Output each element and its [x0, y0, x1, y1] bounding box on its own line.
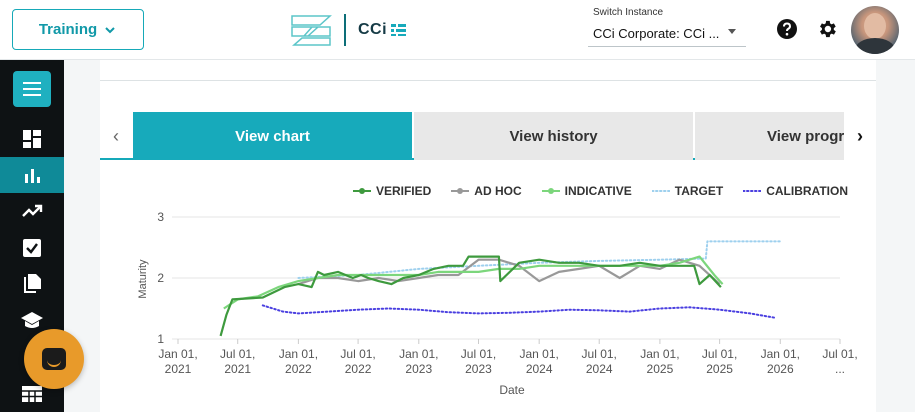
tab-label: View chart	[235, 127, 310, 145]
sidebar-item-charts[interactable]	[0, 157, 64, 193]
legend-label: AD HOC	[474, 184, 522, 198]
tab-label: View progr	[767, 127, 845, 145]
series-line-ad-hoc	[298, 258, 721, 286]
legend-swatch	[743, 190, 762, 192]
chat-assistant-button[interactable]	[24, 329, 84, 389]
legend-item-verified[interactable]: VERIFIED	[352, 184, 432, 198]
x-tick-label: Jan 01,	[519, 347, 558, 361]
training-dropdown-button[interactable]: Training	[12, 9, 144, 50]
x-tick-label: Jul 01,	[702, 347, 737, 361]
x-axis-label: Date	[499, 383, 525, 397]
x-tick-label: Jan 01,	[158, 347, 197, 361]
app-logo: CCi	[290, 12, 407, 48]
dashboard-icon	[23, 130, 41, 148]
tab-view-progress[interactable]: View progr	[695, 112, 845, 160]
training-label: Training	[38, 21, 98, 38]
hamburger-menu-button[interactable]	[13, 71, 51, 107]
sidebar-item-table[interactable]	[0, 376, 64, 412]
top-header: Training CCi Switch Instance CCi Corpora…	[0, 0, 915, 60]
tab-view-chart[interactable]: View chart	[133, 112, 412, 160]
tab-view-history[interactable]: View history	[414, 112, 693, 160]
legend-swatch	[651, 190, 670, 192]
y-tick-label: 3	[157, 210, 164, 224]
x-tick-label: 2021	[224, 362, 251, 376]
maturity-chart: VERIFIED AD HOC INDICATIVE TARGET CALIBRATIO…	[100, 170, 876, 412]
x-tick-label: Jul 01,	[340, 347, 375, 361]
x-tick-label: Jul 01,	[582, 347, 617, 361]
checkbox-icon	[23, 239, 41, 257]
tab-label: View history	[509, 127, 598, 145]
dropdown-caret-icon	[728, 29, 736, 34]
x-tick-label: 2026	[767, 362, 794, 376]
y-tick-label: 2	[157, 271, 164, 285]
tab-bar: ‹ View chart View history View progr ›	[100, 112, 876, 160]
x-tick-label: Jul 01,	[822, 347, 857, 361]
chevron-right-icon: ›	[857, 125, 863, 146]
series-line-verified	[219, 255, 722, 337]
legend-item-target[interactable]: TARGET	[651, 184, 724, 198]
chevron-down-icon	[105, 26, 115, 33]
switch-instance-select[interactable]: Switch Instance CCi Corporate: CCi ...	[588, 5, 746, 47]
content-right-gutter	[876, 60, 915, 412]
switch-instance-label: Switch Instance	[593, 7, 664, 18]
x-tick-label: 2021	[165, 362, 192, 376]
x-tick-label: Jul 01,	[220, 347, 255, 361]
x-tick-label: Jan 01,	[761, 347, 800, 361]
help-icon[interactable]	[776, 18, 798, 40]
legend-label: CALIBRATION	[766, 184, 848, 198]
sidebar-item-documents[interactable]	[0, 266, 64, 302]
x-tick-label: ...	[835, 362, 845, 376]
x-tick-label: Jan 01,	[399, 347, 438, 361]
legend-label: VERIFIED	[375, 184, 432, 198]
x-tick-label: 2022	[345, 362, 372, 376]
x-tick-label: Jan 01,	[640, 347, 679, 361]
documents-icon	[24, 274, 41, 293]
logo-bars-icon	[391, 24, 407, 36]
legend-item-indicative[interactable]: INDICATIVE	[541, 184, 632, 198]
legend-item-ad-hoc[interactable]: AD HOC	[451, 184, 522, 198]
series-line-calibration	[261, 304, 776, 319]
sidebar-item-trends[interactable]	[0, 193, 64, 229]
logo-text: CCi	[358, 21, 388, 38]
legend-swatch	[352, 188, 371, 194]
y-tick-label: 1	[157, 332, 164, 346]
user-avatar[interactable]	[851, 6, 899, 54]
sidebar-item-training[interactable]	[0, 302, 64, 338]
chat-bot-icon	[42, 348, 66, 370]
x-tick-label: Jul 01,	[461, 347, 496, 361]
bar-chart-icon	[25, 169, 40, 183]
tabs-scroll-right-button[interactable]: ›	[844, 112, 876, 160]
x-tick-label: 2023	[405, 362, 432, 376]
section-divider	[100, 80, 876, 81]
gear-icon[interactable]	[816, 18, 838, 40]
logo-mark-icon	[291, 15, 332, 46]
x-tick-label: 2024	[526, 362, 553, 376]
legend-swatch	[451, 188, 470, 194]
x-tick-label: 2023	[465, 362, 492, 376]
legend-label: INDICATIVE	[564, 184, 632, 198]
x-tick-label: 2025	[647, 362, 674, 376]
chevron-left-icon: ‹	[113, 125, 119, 146]
trend-icon	[22, 204, 43, 217]
sidebar-item-tasks[interactable]	[0, 230, 64, 266]
switch-instance-value: CCi Corporate: CCi ...	[593, 26, 720, 41]
legend-label: TARGET	[674, 184, 724, 198]
x-tick-label: 2022	[285, 362, 312, 376]
table-icon	[22, 386, 42, 402]
tabs-scroll-left-button[interactable]: ‹	[100, 112, 132, 160]
main-content: ‹ View chart View history View progr › V…	[100, 60, 876, 412]
x-tick-label: Jan 01,	[279, 347, 318, 361]
y-axis-label: Maturity	[137, 259, 149, 299]
x-tick-label: 2024	[586, 362, 613, 376]
legend-swatch	[541, 188, 560, 194]
sidebar-item-dashboard[interactable]	[0, 121, 64, 157]
x-tick-label: 2025	[706, 362, 733, 376]
chart-legend: VERIFIED AD HOC INDICATIVE TARGET CALIBRATIO…	[352, 184, 848, 198]
legend-item-calibration[interactable]: CALIBRATION	[743, 184, 848, 198]
graduation-cap-icon	[21, 312, 43, 328]
